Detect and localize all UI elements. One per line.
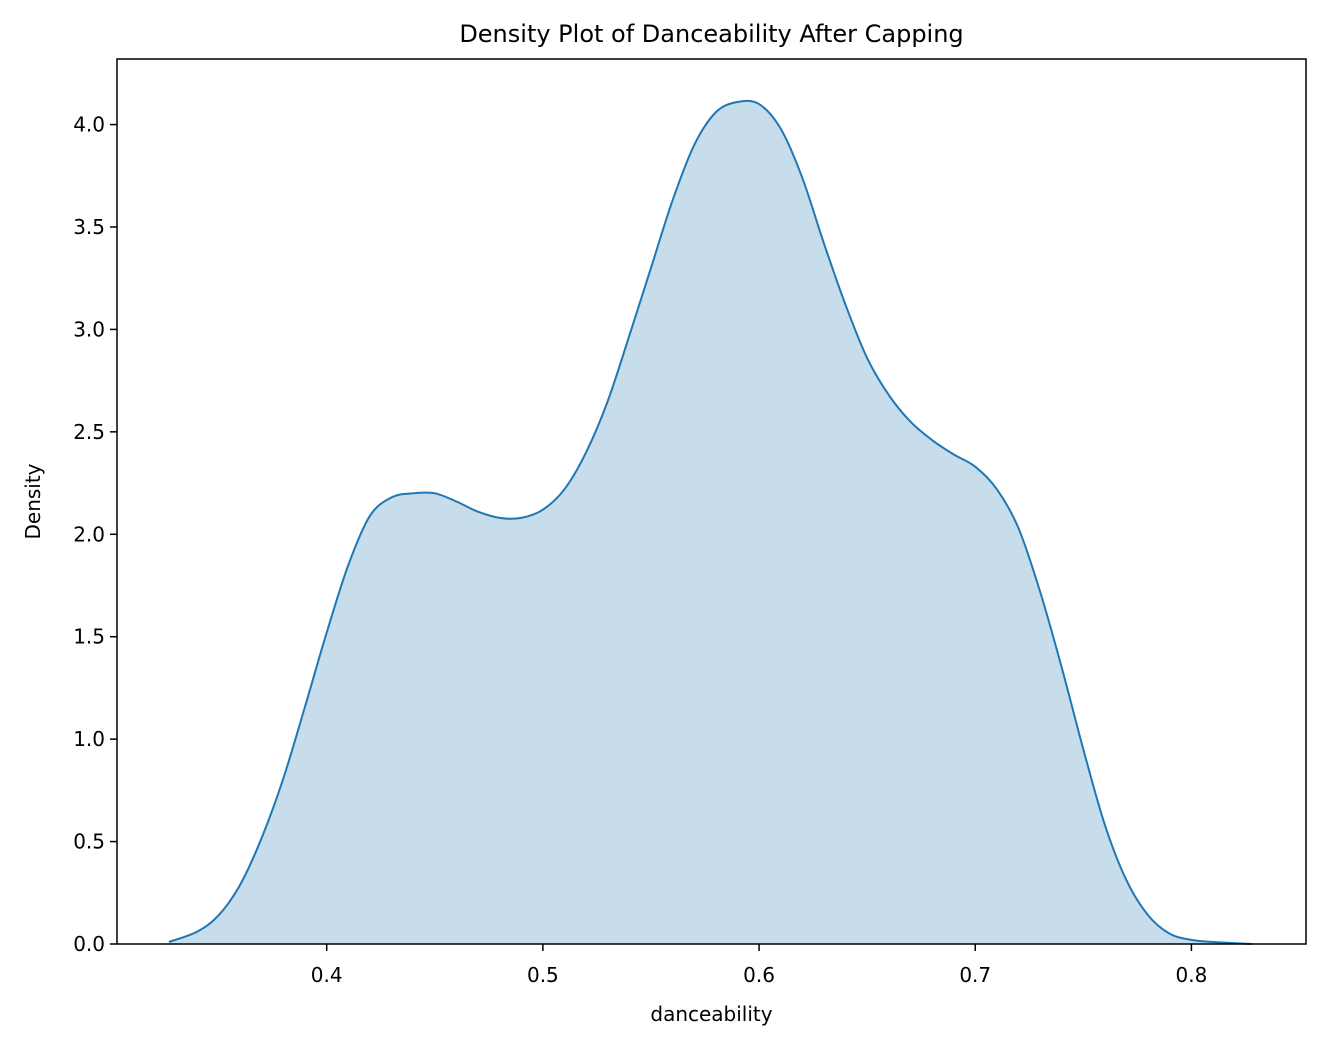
y-tick-label: 4.0 [73, 113, 105, 137]
y-tick-label: 0.0 [73, 932, 105, 956]
y-tick-label: 2.0 [73, 522, 105, 546]
x-tick-label: 0.8 [1176, 963, 1208, 987]
axes-frame [116, 58, 1307, 945]
x-tick-label: 0.7 [959, 963, 991, 987]
y-tick-label: 1.0 [73, 727, 105, 751]
y-tick-label: 1.5 [73, 625, 105, 649]
plot-area [168, 99, 1253, 945]
y-tick-label: 3.0 [73, 317, 105, 341]
x-axis-ticks: 0.4 0.5 0.6 0.7 0.8 [311, 944, 1208, 987]
x-tick-label: 0.6 [743, 963, 775, 987]
y-tick-label: 0.5 [73, 830, 105, 854]
density-fill [168, 100, 1252, 944]
x-tick-label: 0.5 [527, 963, 559, 987]
y-axis-label: Density [21, 463, 45, 539]
chart-title: Density Plot of Danceability After Cappi… [459, 20, 963, 48]
y-axis-ticks: 0.0 0.5 1.0 1.5 2.0 2.5 3.0 3.5 4.0 [73, 113, 117, 956]
x-axis-label: danceability [650, 1002, 772, 1026]
x-tick-label: 0.4 [311, 963, 343, 987]
y-tick-label: 2.5 [73, 420, 105, 444]
y-tick-label: 3.5 [73, 215, 105, 239]
density-line [168, 99, 1253, 945]
